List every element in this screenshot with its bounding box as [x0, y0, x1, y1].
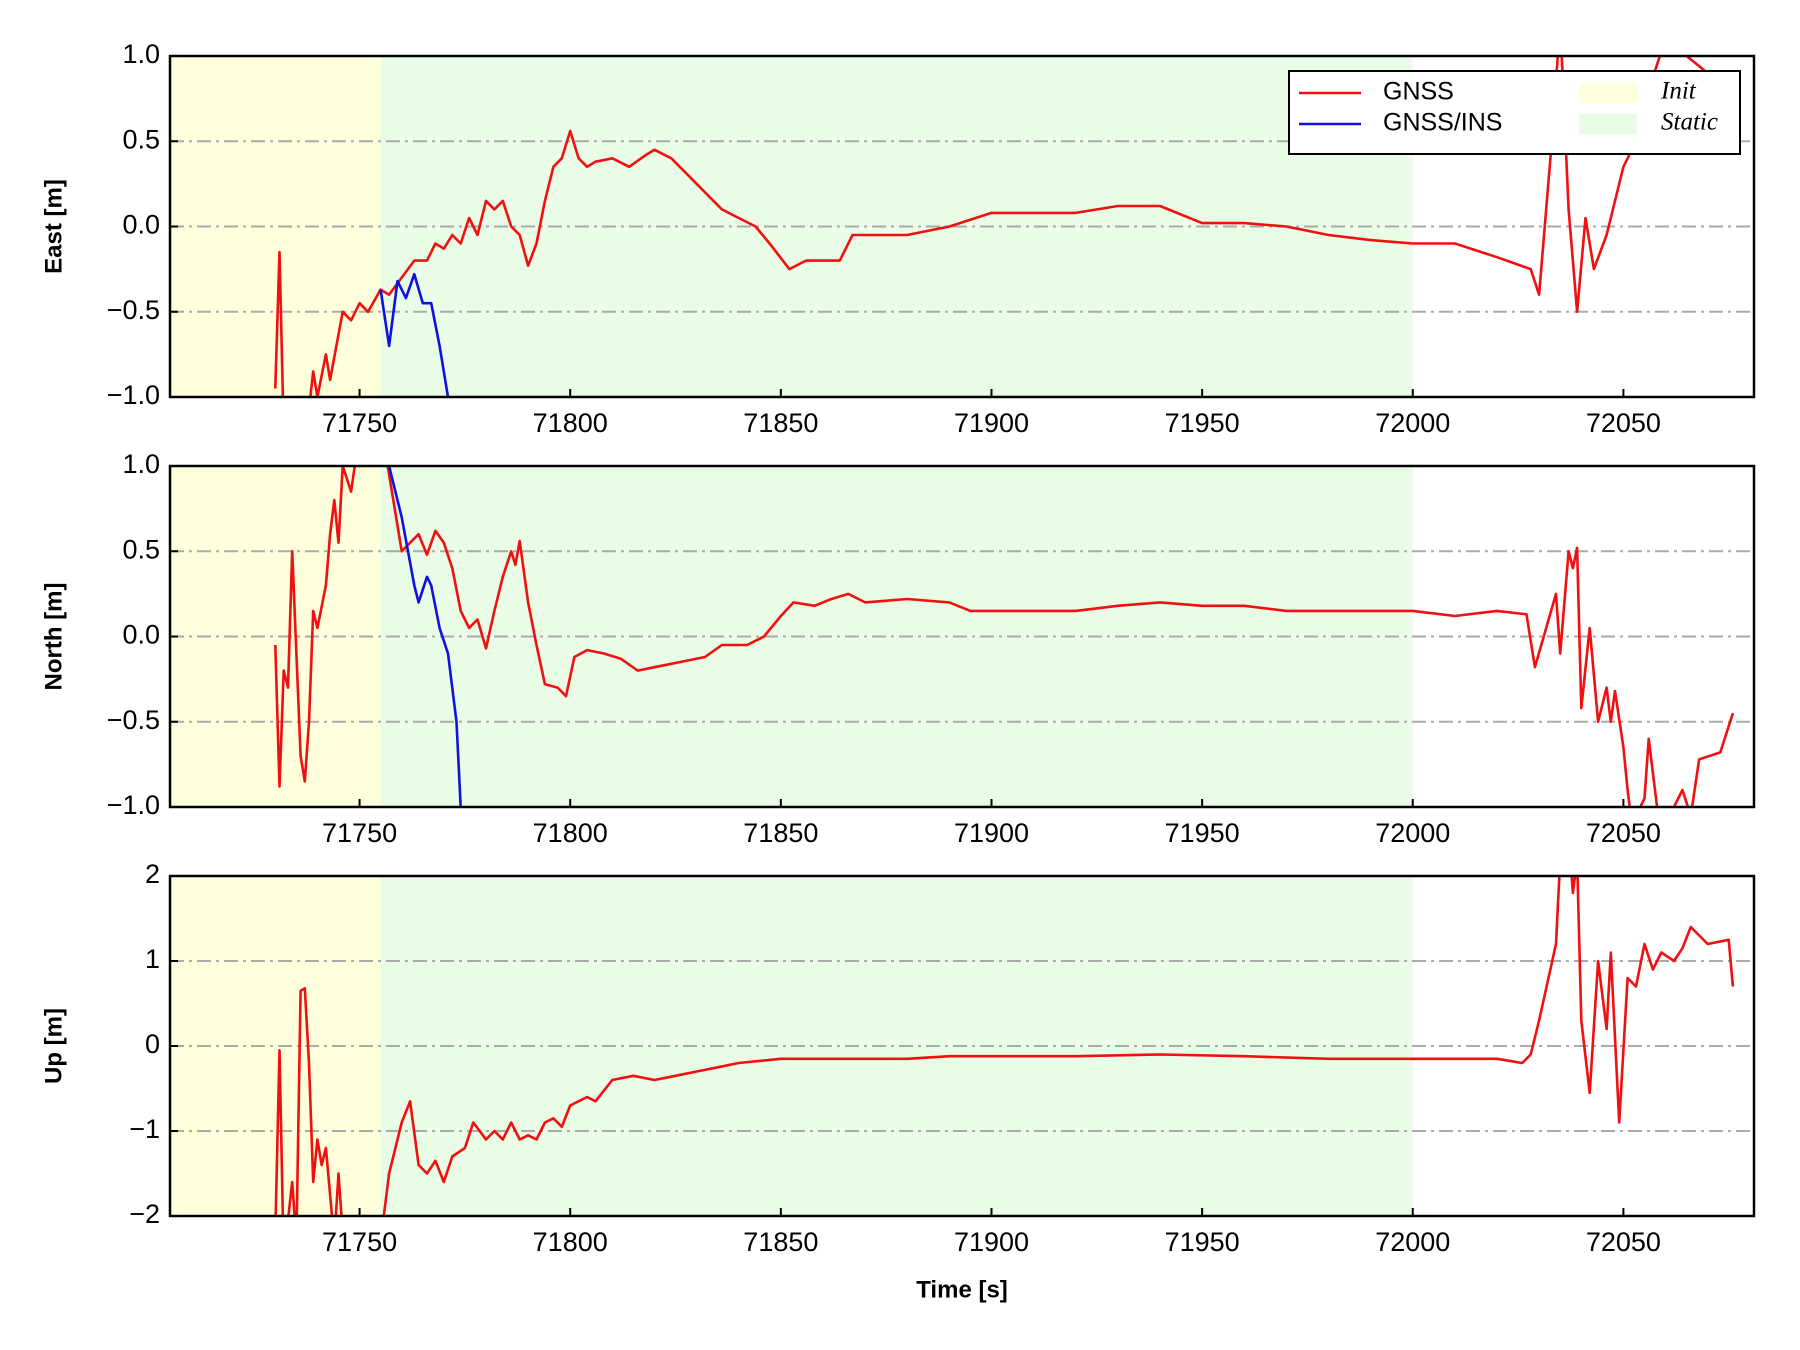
y-tick-label: −2 — [129, 1199, 160, 1229]
legend: GNSS GNSS/INS Init Static — [1288, 70, 1741, 155]
y-axis-label: Up [m] — [40, 1008, 67, 1084]
x-tick-label: 71950 — [1165, 408, 1240, 438]
data-line — [274, 56, 1734, 397]
x-tick-label: 71850 — [743, 818, 818, 848]
y-axis-label: East [m] — [40, 179, 67, 274]
x-tick-label: 72050 — [1586, 818, 1661, 848]
plot-area — [170, 56, 1754, 397]
legend-label: Init — [1660, 78, 1697, 105]
legend-swatch — [1579, 83, 1637, 103]
y-tick-label: −1.0 — [107, 790, 160, 820]
x-axis-label: Time [s] — [916, 1276, 1008, 1303]
axes-frame — [168, 874, 1756, 1218]
x-tick-label: 72000 — [1375, 408, 1450, 438]
x-tick-label: 71900 — [954, 1227, 1029, 1257]
x-tick-label: 72000 — [1375, 1227, 1450, 1257]
x-tick-label: 71850 — [743, 408, 818, 438]
legend-label: GNSS/INS — [1383, 109, 1502, 137]
axes-frame — [168, 54, 1756, 399]
x-tick-label: 72050 — [1586, 408, 1661, 438]
x-tick-label: 71750 — [322, 408, 397, 438]
legend-swatch — [1579, 114, 1637, 134]
x-tick-label: 71900 — [954, 408, 1029, 438]
x-tick-label: 71750 — [322, 818, 397, 848]
legend-label: GNSS — [1383, 78, 1454, 106]
x-tick-label: 71850 — [743, 1227, 818, 1257]
legend-box — [1288, 70, 1741, 155]
y-axis-label: North [m] — [40, 583, 67, 691]
plot-area — [170, 466, 1754, 807]
y-tick-label: 1 — [145, 944, 160, 974]
legend-label: Static — [1661, 109, 1718, 136]
y-tick-label: 1.0 — [122, 39, 160, 69]
y-tick-label: 0.0 — [122, 210, 160, 240]
plot-area — [170, 876, 1754, 1216]
x-tick-label: 71950 — [1165, 1227, 1240, 1257]
y-tick-label: −1.0 — [107, 380, 160, 410]
x-tick-label: 71900 — [954, 818, 1029, 848]
x-tick-label: 71800 — [533, 408, 608, 438]
y-tick-label: 0.5 — [122, 534, 160, 564]
y-tick-label: 1.0 — [122, 449, 160, 479]
y-tick-label: 0.0 — [122, 620, 160, 650]
data-line — [274, 876, 1735, 1216]
y-tick-label: 0.5 — [122, 124, 160, 154]
x-tick-label: 71750 — [322, 1227, 397, 1257]
y-tick-label: 0 — [145, 1029, 160, 1059]
axes-frame — [168, 464, 1756, 809]
x-tick-label: 72050 — [1586, 1227, 1661, 1257]
data-line — [379, 272, 450, 397]
x-tick-label: 71800 — [533, 818, 608, 848]
y-tick-label: −1 — [129, 1114, 160, 1144]
x-tick-label: 71800 — [533, 1227, 608, 1257]
data-line — [274, 466, 1735, 807]
y-tick-label: −0.5 — [107, 705, 160, 735]
y-tick-label: −0.5 — [107, 295, 160, 325]
x-tick-label: 72000 — [1375, 818, 1450, 848]
y-tick-label: 2 — [145, 859, 160, 889]
data-line — [387, 466, 463, 807]
x-tick-label: 71950 — [1165, 818, 1240, 848]
